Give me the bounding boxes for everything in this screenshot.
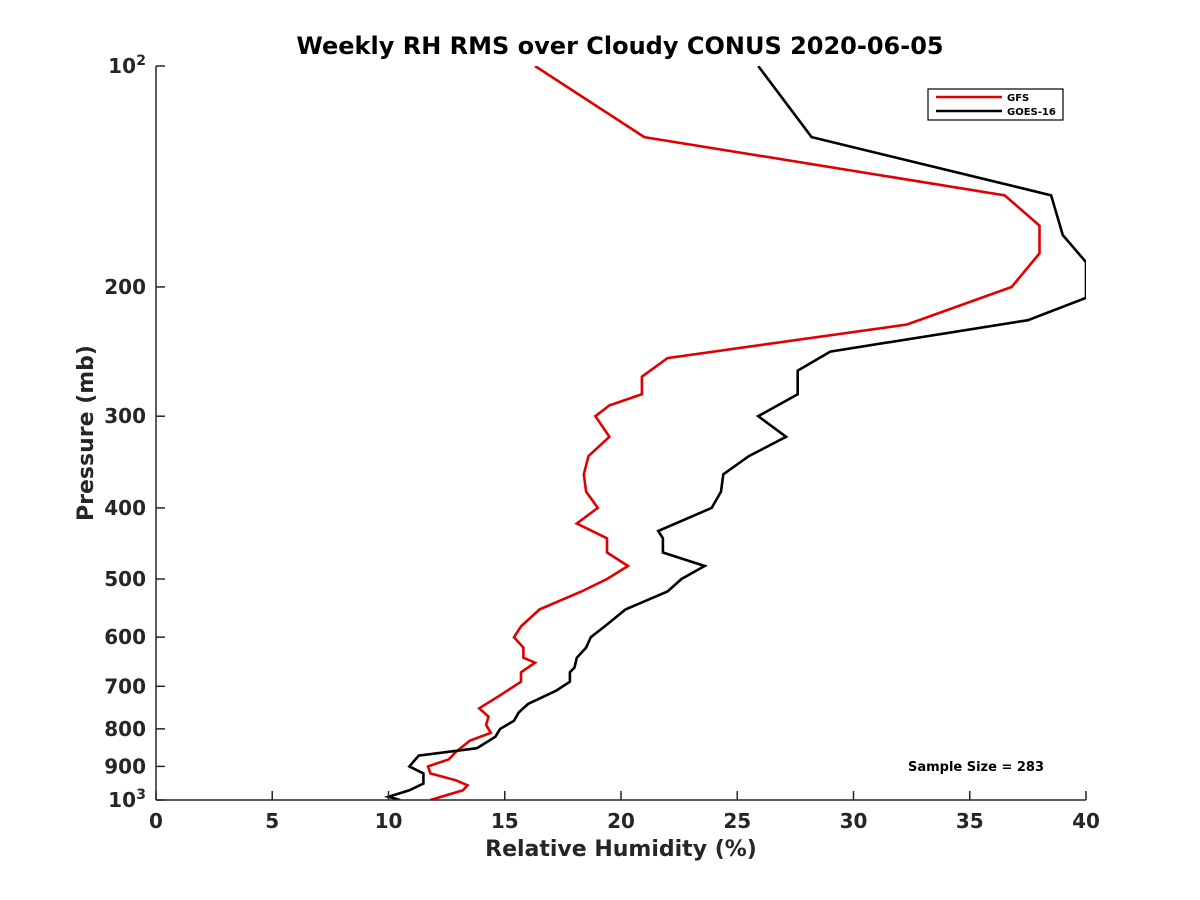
y-tick-base: 10 [108, 788, 136, 812]
legend-box [927, 88, 1064, 121]
series-layer [383, 66, 1086, 800]
y-tick-label: 500 [104, 567, 146, 591]
y-tick-label: 400 [104, 496, 146, 520]
y-tick-label-power: 210 [108, 53, 146, 78]
y-tick-exponent: 2 [136, 53, 146, 69]
y-tick-label: 800 [104, 717, 146, 741]
legend: GFS GOES-16 [927, 88, 1064, 121]
y-tick-label: 300 [104, 404, 146, 428]
y-tick-base: 10 [108, 54, 136, 78]
chart-title: Weekly RH RMS over Cloudy CONUS 2020-06-… [296, 32, 943, 60]
x-tick-label: 35 [956, 809, 984, 833]
legend-label-gfs: GFS [1007, 93, 1029, 104]
x-axis-ticks: 0 5 10 15 20 25 30 35 40 [149, 791, 1100, 833]
x-tick-label: 30 [840, 809, 868, 833]
x-tick-label: 15 [491, 809, 519, 833]
series-line-gfs [426, 66, 1041, 800]
y-tick-label-power: 310 [108, 787, 146, 812]
x-tick-label: 20 [607, 809, 635, 833]
y-tick-exponent: 3 [136, 787, 146, 803]
y-tick-label: 700 [104, 674, 146, 698]
x-tick-label: 5 [265, 809, 279, 833]
y-tick-label: 900 [104, 754, 146, 778]
y-tick-label: 600 [104, 625, 146, 649]
sample-size-annotation: Sample Size = 283 [908, 760, 1044, 775]
x-tick-label: 25 [723, 809, 751, 833]
x-tick-label: 0 [149, 809, 163, 833]
legend-label-goes16: GOES-16 [1007, 107, 1056, 118]
y-tick-label: 200 [104, 275, 146, 299]
y-axis-label: Pressure (mb) [74, 345, 99, 521]
x-tick-label: 10 [375, 809, 403, 833]
x-tick-label: 40 [1072, 809, 1100, 833]
x-axis-label: Relative Humidity (%) [485, 837, 757, 862]
series-line-goes16 [383, 66, 1086, 800]
